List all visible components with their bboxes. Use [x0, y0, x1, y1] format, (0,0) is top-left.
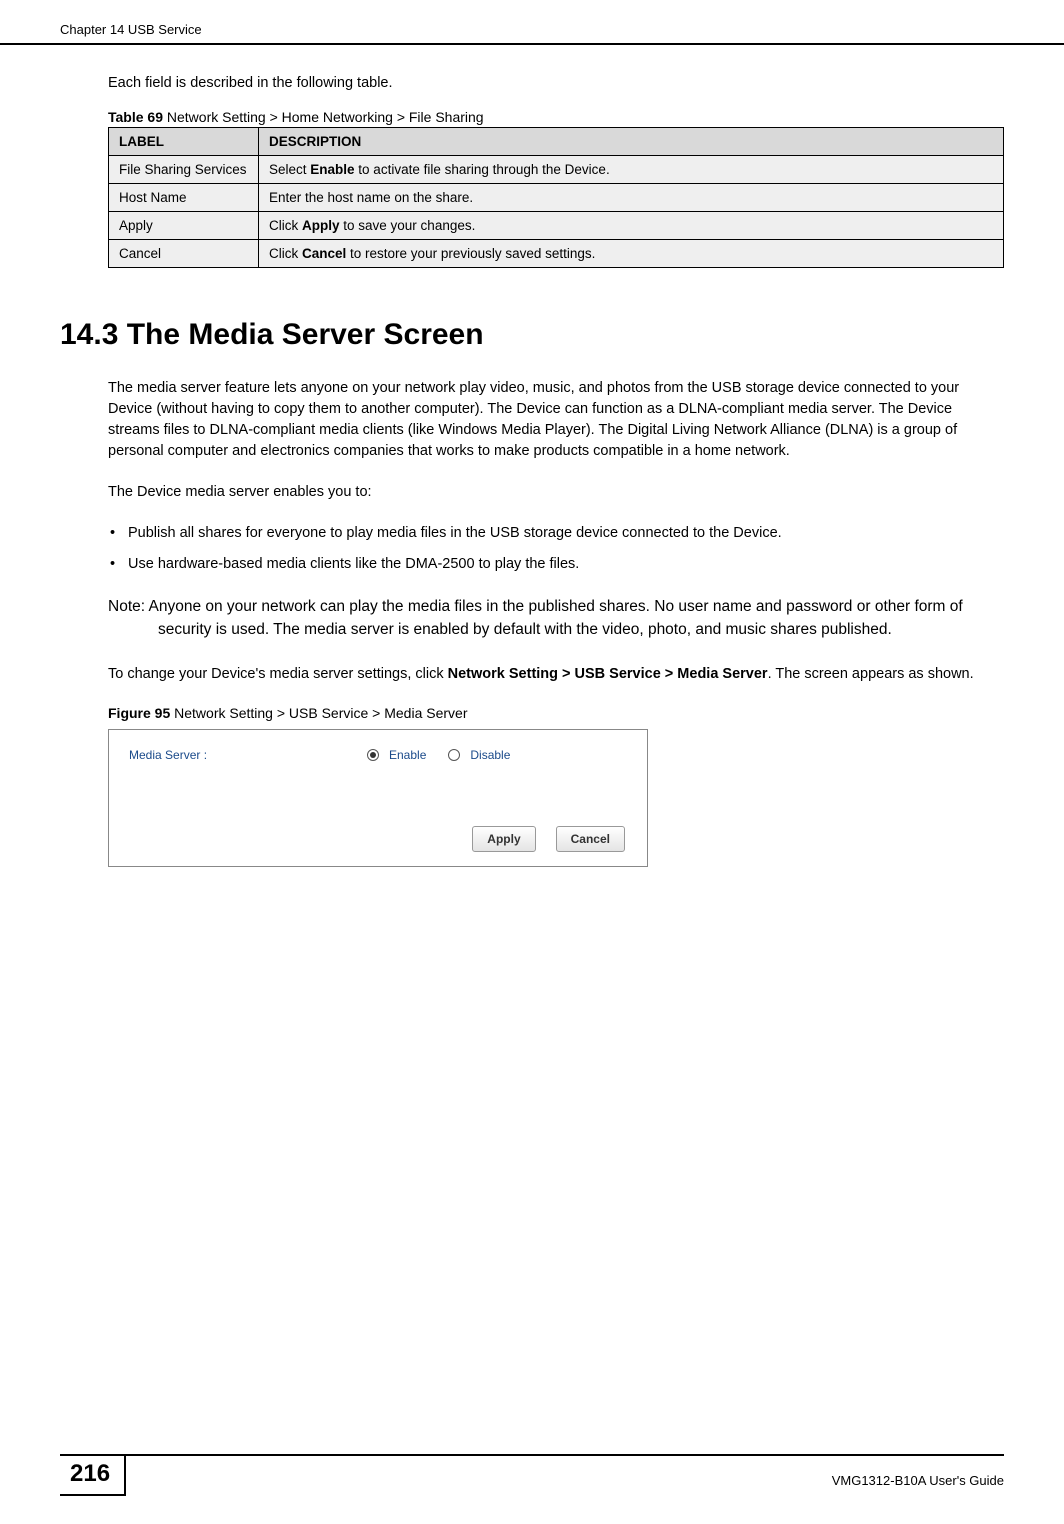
cell-text: to activate file sharing through the Dev…: [355, 162, 610, 177]
media-server-screenshot: Media Server : Enable Disable Apply Canc…: [108, 729, 648, 867]
body-paragraph: The Device media server enables you to:: [108, 482, 1004, 503]
cell-label: Host Name: [109, 184, 259, 212]
cell-text: to restore your previously saved setting…: [346, 246, 595, 261]
cell-desc: Select Enable to activate file sharing t…: [259, 156, 1004, 184]
cell-text: Select: [269, 162, 310, 177]
body-paragraph: To change your Device's media server set…: [108, 664, 1004, 685]
cell-bold: Enable: [310, 162, 354, 177]
figure-number: Figure 95: [108, 705, 170, 721]
table-header-row: LABEL DESCRIPTION: [109, 128, 1004, 156]
col-header-description: DESCRIPTION: [259, 128, 1004, 156]
col-header-label: LABEL: [109, 128, 259, 156]
cell-desc: Click Apply to save your changes.: [259, 212, 1004, 240]
intro-text: Each field is described in the following…: [108, 75, 1004, 91]
footer-rule: 216 VMG1312-B10A User's Guide: [60, 1454, 1004, 1496]
media-server-label: Media Server :: [129, 748, 359, 762]
list-item: Use hardware-based media clients like th…: [108, 554, 1004, 575]
cell-bold: Apply: [302, 218, 340, 233]
figure-caption-text: Network Setting > USB Service > Media Se…: [170, 705, 467, 721]
cell-desc: Enter the host name on the share.: [259, 184, 1004, 212]
page-number: 216: [60, 1456, 126, 1496]
para-text: . The screen appears as shown.: [768, 666, 974, 682]
list-item: Publish all shares for everyone to play …: [108, 523, 1004, 544]
media-server-row: Media Server : Enable Disable: [129, 748, 627, 762]
table-number: Table 69: [108, 109, 163, 125]
guide-name: VMG1312-B10A User's Guide: [126, 1465, 1004, 1488]
page-header: Chapter 14 USB Service: [0, 0, 1064, 45]
section-heading: 14.3 The Media Server Screen: [60, 318, 1004, 352]
para-text: To change your Device's media server set…: [108, 666, 448, 682]
cell-bold: Cancel: [302, 246, 346, 261]
note-paragraph: Note: Anyone on your network can play th…: [108, 595, 1004, 642]
cell-text: Enter the host name on the share.: [269, 190, 473, 205]
cancel-button[interactable]: Cancel: [556, 826, 625, 852]
bullet-list: Publish all shares for everyone to play …: [108, 523, 1004, 575]
field-description-table: LABEL DESCRIPTION File Sharing Services …: [108, 127, 1004, 268]
cell-label: File Sharing Services: [109, 156, 259, 184]
page-footer: 216 VMG1312-B10A User's Guide: [0, 1454, 1064, 1496]
button-row: Apply Cancel: [472, 826, 625, 852]
body-paragraph: The media server feature lets anyone on …: [108, 378, 1004, 462]
para-bold: Network Setting > USB Service > Media Se…: [448, 666, 768, 682]
cell-text: to save your changes.: [340, 218, 476, 233]
table-row: Cancel Click Cancel to restore your prev…: [109, 240, 1004, 268]
chapter-title: Chapter 14 USB Service: [60, 22, 202, 37]
radio-disable-label: Disable: [470, 748, 510, 762]
radio-enable-icon[interactable]: [367, 749, 379, 761]
cell-desc: Click Cancel to restore your previously …: [259, 240, 1004, 268]
cell-text: Click: [269, 218, 302, 233]
table-row: File Sharing Services Select Enable to a…: [109, 156, 1004, 184]
radio-disable-icon[interactable]: [448, 749, 460, 761]
cell-label: Apply: [109, 212, 259, 240]
cell-text: Click: [269, 246, 302, 261]
apply-button[interactable]: Apply: [472, 826, 535, 852]
cell-label: Cancel: [109, 240, 259, 268]
table-caption-text: Network Setting > Home Networking > File…: [163, 109, 484, 125]
page-content: Each field is described in the following…: [0, 45, 1064, 867]
table-row: Apply Click Apply to save your changes.: [109, 212, 1004, 240]
table-row: Host Name Enter the host name on the sha…: [109, 184, 1004, 212]
table-caption: Table 69 Network Setting > Home Networki…: [108, 109, 1004, 125]
figure-caption: Figure 95 Network Setting > USB Service …: [108, 705, 1004, 721]
radio-enable-label: Enable: [389, 748, 426, 762]
